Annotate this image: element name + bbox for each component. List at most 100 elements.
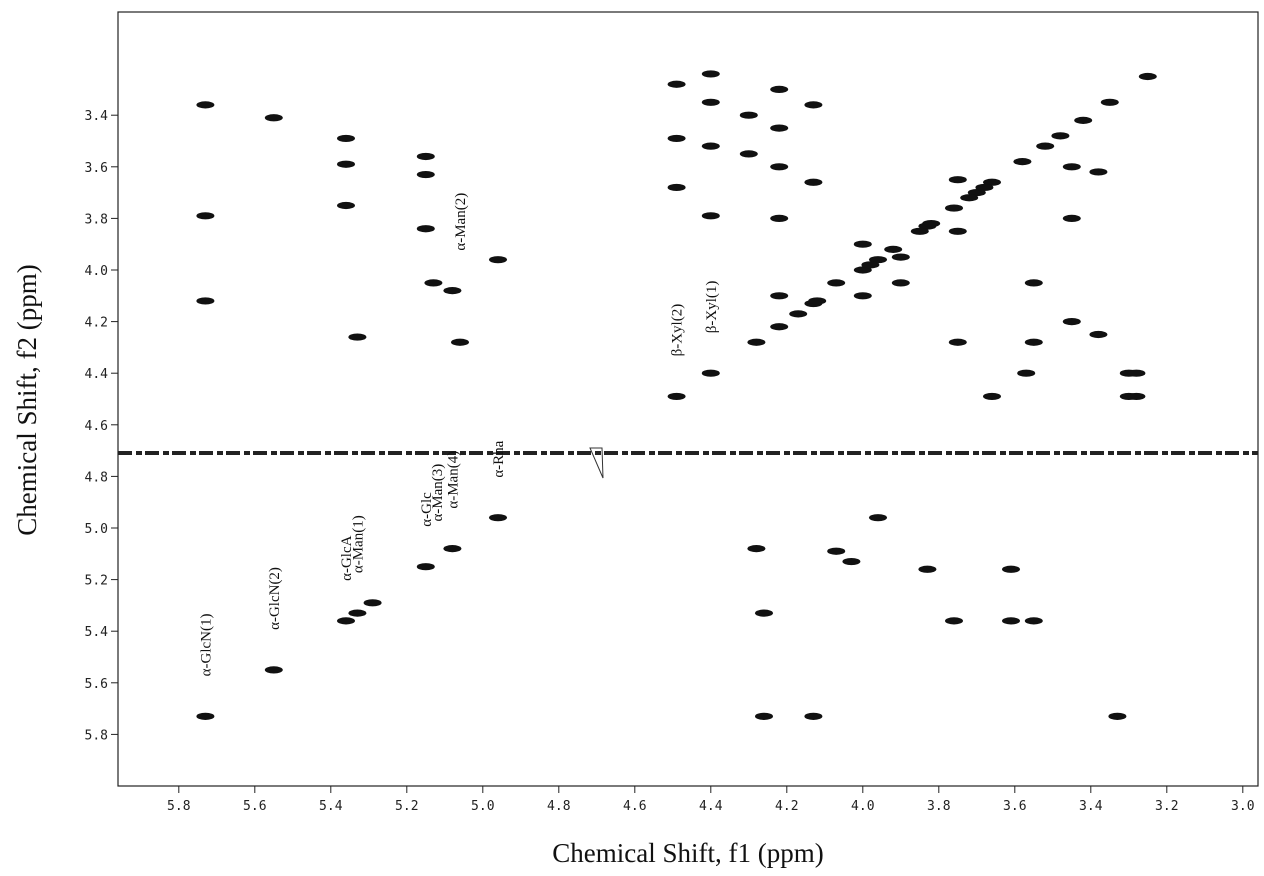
x-tick-label: 3.8 [927,799,950,814]
peak [196,101,215,109]
peak [861,261,880,269]
peak [1062,163,1081,171]
peak [869,514,887,522]
peak-label: α-GlcN(1) [198,613,214,676]
peak [264,114,283,122]
peak [922,219,941,228]
peak [264,666,283,674]
y-tick-label: 3.6 [85,161,108,176]
peak [701,142,720,150]
peak [667,183,686,192]
y-tick-label: 4.0 [85,264,108,279]
x-tick-label: 5.0 [471,799,494,814]
peak-label: α-Glc [419,492,435,527]
peak [489,514,507,522]
y-tick-label: 5.0 [85,522,108,537]
peak [1138,72,1157,81]
peak [1024,617,1043,625]
x-tick-label: 4.4 [699,799,723,814]
peak [804,712,823,720]
peak [975,183,994,192]
peak [701,212,720,220]
x-tick-label: 3.6 [1003,799,1026,814]
peak [739,111,758,119]
peak [348,333,367,341]
peak [842,557,861,566]
peak [747,338,766,346]
peak [337,160,355,168]
peak [804,178,823,186]
peak [948,338,967,346]
x-tick-label: 4.0 [851,799,874,814]
peak [1127,392,1146,401]
peak [1100,98,1119,106]
peak [416,170,435,179]
peak-label: α-Rha [491,440,507,477]
peak [827,279,846,287]
peak [416,152,435,161]
peak [1127,369,1146,377]
peak [853,292,872,300]
plot-frame [117,11,1259,787]
peak [770,163,789,171]
peak [948,227,967,235]
x-tick-label: 5.2 [395,799,418,814]
y-tick-label: 5.6 [85,677,108,692]
x-axis-title: Chemical Shift, f1 (ppm) [552,838,823,868]
peak [337,201,355,210]
x-tick-label: 4.2 [775,799,798,814]
peak [1024,338,1043,346]
peak [789,310,808,318]
peak-label: α-Man(2) [453,193,469,251]
peak [443,287,462,295]
peak [1062,318,1081,326]
peak [827,547,846,555]
peak [337,134,355,143]
peak [910,227,929,235]
peak [1089,168,1108,176]
peak-label: β-Xyl(2) [670,304,686,357]
peak [196,712,215,720]
peak [853,240,872,248]
x-tick-label: 4.6 [623,799,646,814]
peak-label: α-GlcN(2) [267,567,283,630]
peak [739,150,758,158]
peak [891,253,910,261]
peak [196,297,215,305]
peak [348,609,367,617]
peak-label: α-GlcA [339,535,355,581]
peak [1089,330,1108,339]
peak [884,245,903,253]
peak [770,124,789,132]
y-axis-title: Chemical Shift, f2 (ppm) [12,264,42,535]
peak [424,279,443,287]
peak [1013,158,1032,166]
peak-label: β-Xyl(1) [704,281,720,334]
peak [1002,617,1020,625]
x-tick-label: 3.0 [1231,799,1254,814]
peak [770,292,789,300]
x-tick-label: 5.6 [243,799,266,814]
peak [363,599,382,607]
peak [770,323,789,331]
x-tick-label: 4.8 [547,799,570,814]
peak [337,617,355,625]
peak [1108,712,1127,720]
peak [1024,279,1043,287]
peak [1017,369,1036,377]
y-tick-label: 3.8 [85,212,108,227]
peak [948,176,967,184]
peak [701,369,720,377]
peak [918,565,937,573]
peak [983,392,1001,401]
peak [804,101,823,109]
peak [891,279,910,287]
peak [443,545,462,553]
peak [1036,142,1055,150]
peak [755,609,773,617]
peak-label: α-Man(1) [350,515,366,573]
peak [808,297,827,305]
y-tick-label: 4.8 [85,470,108,485]
peak [701,70,720,78]
